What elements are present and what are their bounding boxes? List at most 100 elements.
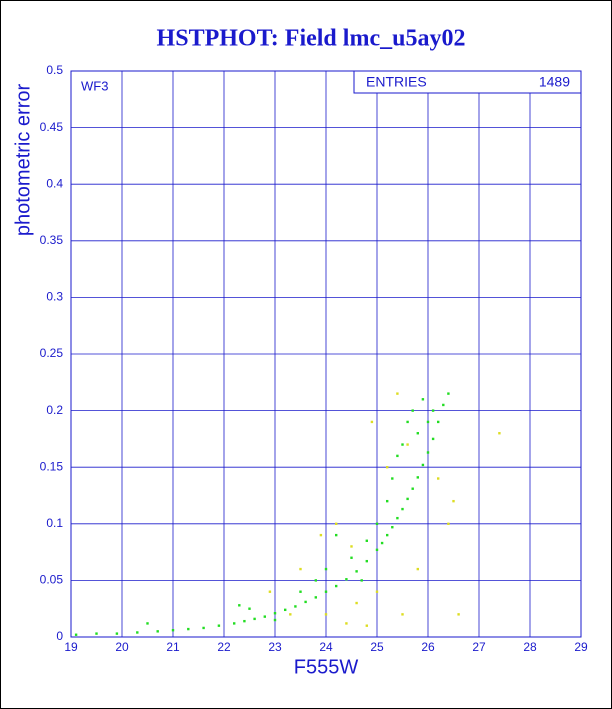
point [345, 622, 348, 625]
x-tick-label: 23 [268, 640, 282, 654]
point [375, 548, 379, 552]
point [406, 420, 409, 424]
point [187, 627, 190, 631]
y-tick-label: 0.2 [46, 403, 63, 417]
point [498, 432, 501, 435]
point [345, 578, 348, 581]
x-tick-label: 19 [64, 640, 78, 654]
point [360, 579, 363, 582]
point [299, 590, 302, 593]
point [355, 601, 358, 605]
point [431, 437, 435, 441]
point [294, 605, 297, 608]
point [411, 487, 414, 490]
point [217, 624, 221, 627]
point [365, 559, 368, 563]
stats-value: 1489 [539, 74, 570, 90]
y-tick-label: 0.05 [40, 573, 64, 587]
point [416, 476, 419, 479]
point [391, 525, 394, 529]
y-tick-label: 0.15 [40, 459, 64, 473]
point [115, 632, 119, 635]
point [416, 567, 419, 571]
point [253, 617, 256, 621]
point [319, 533, 323, 537]
point [268, 590, 272, 593]
point [335, 584, 338, 588]
point [273, 612, 277, 615]
point [386, 499, 389, 503]
point [304, 600, 307, 604]
point [396, 516, 399, 520]
x-tick-label: 29 [574, 640, 588, 654]
point [386, 466, 389, 469]
annotation: WF3 [81, 78, 108, 93]
point [350, 545, 353, 548]
point [248, 607, 251, 610]
y-tick-label: 0 [56, 629, 63, 643]
point [406, 443, 409, 446]
point [136, 631, 139, 634]
point [401, 443, 404, 446]
point [406, 497, 409, 501]
point [375, 590, 379, 593]
point [335, 533, 338, 537]
point [335, 522, 338, 525]
point [447, 522, 450, 525]
point [263, 615, 266, 618]
x-tick-label: 24 [319, 640, 333, 654]
point [324, 613, 328, 616]
point [457, 613, 460, 616]
x-tick-label: 22 [217, 640, 231, 654]
y-tick-label: 0.45 [40, 120, 64, 134]
point [437, 420, 440, 424]
plot-frame [70, 70, 582, 638]
x-tick-label: 20 [115, 640, 129, 654]
point [350, 556, 353, 559]
x-tick-label: 26 [421, 640, 435, 654]
x-tick-label: 27 [472, 640, 486, 654]
y-tick-label: 0.35 [40, 233, 64, 247]
stats-label: ENTRIES [366, 74, 427, 90]
point [411, 409, 414, 412]
point [391, 477, 394, 480]
point [299, 567, 302, 571]
x-tick-label: 28 [523, 640, 537, 654]
point [284, 608, 287, 612]
y-tick-label: 0.4 [46, 176, 63, 190]
point [380, 541, 384, 545]
point [401, 613, 404, 616]
point [233, 622, 236, 625]
point [431, 409, 435, 412]
point [156, 630, 159, 633]
point [396, 454, 399, 458]
point [447, 392, 450, 395]
point [396, 392, 399, 395]
point [243, 619, 246, 623]
point [386, 533, 389, 537]
point [289, 613, 292, 616]
chart-title: HSTPHOT: Field lmc_u5ay02 [157, 26, 466, 52]
point [426, 451, 430, 454]
y-tick-label: 0.1 [46, 516, 63, 530]
point [442, 403, 445, 407]
point [324, 567, 328, 571]
point [314, 596, 317, 599]
x-tick-label: 21 [166, 640, 180, 654]
x-tick-label: 25 [370, 640, 384, 654]
y-axis-label: photometric error [12, 84, 34, 237]
point [95, 632, 98, 635]
y-tick-label: 0.5 [46, 63, 63, 77]
x-axis-label: F555W [294, 656, 359, 678]
point [202, 626, 205, 630]
point [370, 420, 374, 424]
point [437, 477, 440, 480]
point [273, 618, 277, 622]
point [401, 507, 404, 511]
point [365, 539, 368, 542]
point [452, 499, 455, 503]
point [238, 604, 241, 607]
point [146, 622, 149, 625]
